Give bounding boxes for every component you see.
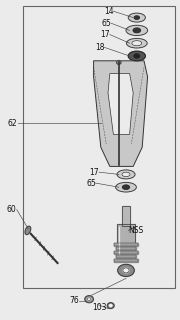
- Ellipse shape: [122, 172, 130, 177]
- Bar: [122, 206, 130, 226]
- Ellipse shape: [132, 41, 142, 46]
- Bar: [114, 251, 138, 254]
- Text: 62: 62: [8, 119, 17, 128]
- Text: 65: 65: [101, 19, 111, 28]
- Text: 103: 103: [93, 303, 107, 312]
- Ellipse shape: [126, 25, 148, 36]
- Ellipse shape: [87, 298, 91, 301]
- Ellipse shape: [118, 264, 134, 276]
- Ellipse shape: [133, 28, 140, 33]
- Ellipse shape: [109, 304, 112, 307]
- Ellipse shape: [116, 182, 136, 192]
- Bar: [116, 255, 136, 258]
- Text: NSS: NSS: [128, 226, 143, 235]
- Bar: [114, 243, 138, 246]
- Text: 17: 17: [100, 30, 110, 39]
- Bar: [122, 206, 130, 226]
- Ellipse shape: [134, 16, 139, 19]
- Polygon shape: [108, 74, 133, 134]
- Bar: [114, 259, 138, 262]
- Bar: [117, 224, 135, 261]
- Polygon shape: [94, 61, 148, 166]
- Text: 76: 76: [70, 296, 80, 305]
- Ellipse shape: [117, 170, 135, 179]
- Ellipse shape: [85, 296, 93, 303]
- Text: 14: 14: [104, 7, 114, 16]
- Bar: [117, 224, 135, 261]
- Text: 65: 65: [86, 179, 96, 188]
- Ellipse shape: [25, 226, 31, 235]
- Bar: [116, 247, 136, 250]
- Ellipse shape: [107, 303, 114, 308]
- Bar: [114, 243, 138, 246]
- Ellipse shape: [123, 185, 129, 189]
- Bar: [114, 251, 138, 254]
- Ellipse shape: [117, 60, 121, 64]
- Text: 60: 60: [7, 205, 17, 214]
- Bar: [114, 259, 138, 262]
- Text: 17: 17: [90, 168, 99, 177]
- Bar: [116, 255, 136, 258]
- Bar: [116, 247, 136, 250]
- Ellipse shape: [123, 268, 129, 273]
- Ellipse shape: [128, 51, 145, 61]
- Bar: [23, 6, 175, 288]
- Ellipse shape: [128, 13, 145, 22]
- Text: 18: 18: [95, 43, 105, 52]
- Ellipse shape: [134, 54, 140, 58]
- Ellipse shape: [127, 38, 147, 48]
